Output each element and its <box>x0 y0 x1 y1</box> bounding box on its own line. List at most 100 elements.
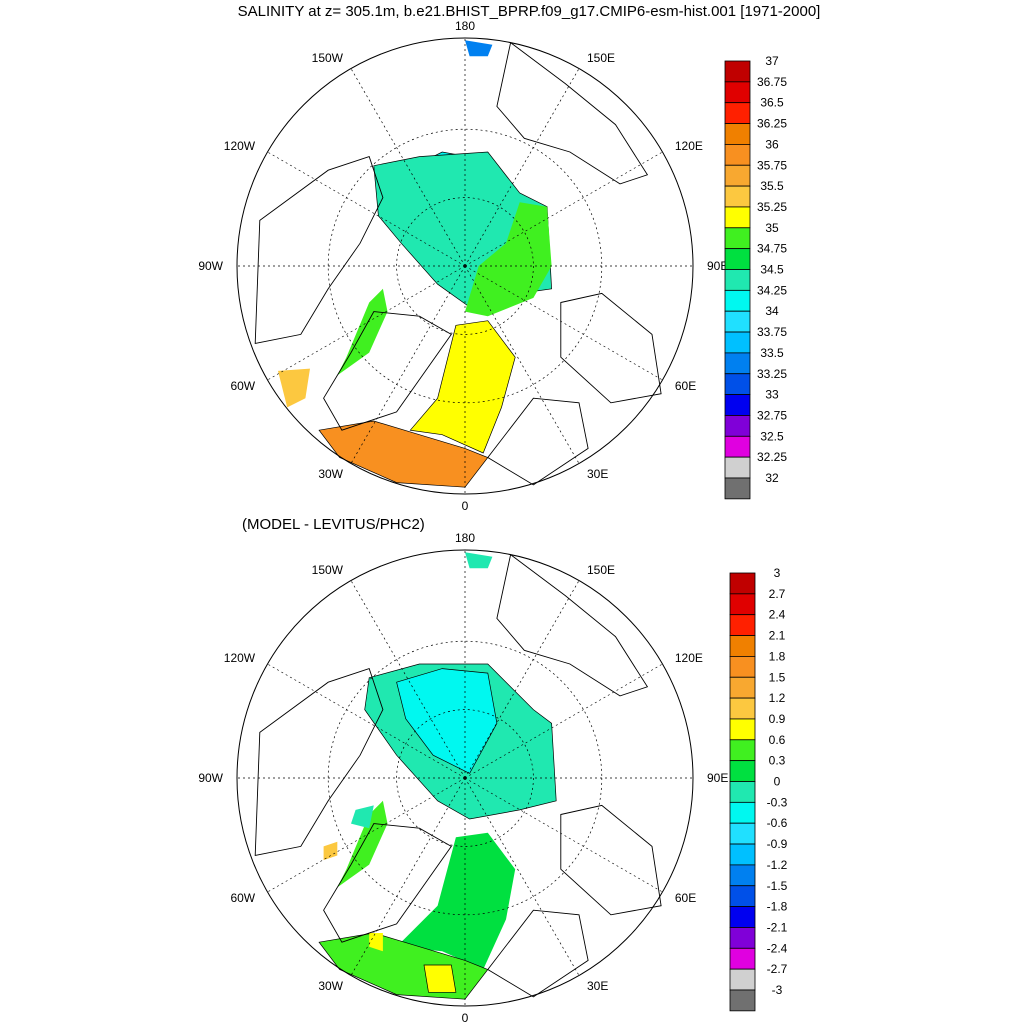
colorbar-label: 1.5 <box>769 670 786 684</box>
colorbar-box <box>724 269 751 291</box>
lon-label: 120W <box>224 139 256 153</box>
meridian-line <box>464 663 663 779</box>
region-barents-shelf <box>465 202 552 317</box>
meridian-line <box>267 265 466 381</box>
region-norwegian-sea <box>409 320 516 454</box>
lon-label: 150W <box>312 563 344 577</box>
region-labrador-patch <box>323 841 338 861</box>
colorbar-box <box>729 572 756 595</box>
colorbar-label: 32.25 <box>757 450 787 464</box>
coastline-0 <box>254 156 384 345</box>
colorbar-label: 0.3 <box>769 754 786 768</box>
colorbar-label: 34.25 <box>757 283 787 297</box>
colorbar-box <box>729 864 756 887</box>
colorbar-label: 1.8 <box>769 649 786 663</box>
colorbar-label: 2.1 <box>769 629 786 643</box>
lon-label: 120W <box>224 651 256 665</box>
figure-subtitle: (MODEL - LEVITUS/PHC2) <box>242 516 425 533</box>
colorbar-label: 35 <box>765 221 779 235</box>
colorbar-label: 35.5 <box>760 179 784 193</box>
colorbar-label: 36.75 <box>757 75 787 89</box>
colorbar-box <box>729 843 756 866</box>
colorbar-box <box>724 310 751 333</box>
coastline-4 <box>487 909 589 998</box>
parallel-circle <box>396 709 534 847</box>
colorbar-box <box>729 697 756 720</box>
colorbar-label: 3 <box>774 566 781 580</box>
colorbar-box <box>729 927 756 949</box>
colorbar-label: -2.7 <box>767 962 788 976</box>
coastline-2 <box>496 553 649 697</box>
colorbar-label: 34.75 <box>757 242 787 256</box>
colorbar-label: -2.1 <box>767 920 788 934</box>
colorbar-label: 34.5 <box>760 263 784 277</box>
region-bering-patch <box>465 40 493 57</box>
colorbar-box <box>729 593 756 616</box>
colorbar-label: 35.75 <box>757 158 787 172</box>
lon-label: 90W <box>198 259 223 273</box>
colorbar-box <box>729 968 756 991</box>
panel-model-minus-obs: 180 150E 120E 90E 60E 30E 0 30W 60W 90W 120W 150W 3 2… <box>198 531 787 1024</box>
colorbar-box <box>729 781 756 803</box>
colorbar-box <box>729 656 756 678</box>
colorbar-box <box>729 718 756 741</box>
coastline-4 <box>487 397 589 486</box>
lon-label: 0 <box>462 499 469 513</box>
colorbar-box <box>729 822 756 845</box>
colorbar-box <box>724 352 751 375</box>
colorbar-label: 33.5 <box>760 346 784 360</box>
lon-label: 60W <box>230 379 255 393</box>
meridian-line <box>464 580 580 779</box>
meridian-line <box>350 580 466 779</box>
colorbar-label: -1.5 <box>767 879 788 893</box>
region-baffin-bay <box>351 805 374 829</box>
meridian-line <box>464 777 580 976</box>
colorbar-label: 36.5 <box>760 96 784 110</box>
colorbar-box <box>724 185 751 208</box>
lon-label: 150W <box>312 51 344 65</box>
lon-label: 0 <box>462 1011 469 1024</box>
colorbar-label: 2.4 <box>769 608 786 622</box>
colorbar-box <box>724 289 751 312</box>
lon-label: 90W <box>198 771 223 785</box>
meridian-line <box>350 265 466 464</box>
colorbar-box <box>729 614 756 636</box>
colorbar-label: 32.75 <box>757 408 787 422</box>
colorbar-box <box>724 123 751 145</box>
colorbar-box <box>729 947 756 970</box>
colorbar-label: -2.4 <box>767 941 788 955</box>
lon-label: 60E <box>675 891 696 905</box>
colorbar-box <box>729 989 756 1012</box>
colorbar-box <box>729 635 756 657</box>
region-bering-patch <box>465 552 493 569</box>
colorbar-label: 32.5 <box>760 429 784 443</box>
coastline-0 <box>254 668 384 857</box>
colorbar-label: 1.2 <box>769 691 786 705</box>
colorbar-label: 36.25 <box>757 117 787 131</box>
lon-label: 90E <box>707 771 728 785</box>
colorbar-label: 33.25 <box>757 367 787 381</box>
colorbar-box <box>724 102 751 124</box>
figure-title: SALINITY at z= 305.1m, b.e21.BHIST_BPRP.… <box>238 3 821 20</box>
coastline-1 <box>323 311 452 431</box>
parallel-circle <box>396 197 534 335</box>
colorbar-label: 37 <box>765 54 779 68</box>
colorbar-label: 0 <box>774 775 781 789</box>
colorbar-box <box>724 477 751 500</box>
colorbar-box <box>724 164 751 187</box>
colorbar-box <box>729 906 756 928</box>
colorbar-box <box>729 676 756 699</box>
region-yellow-patch-east <box>423 964 457 993</box>
colorbar-box <box>724 394 751 416</box>
region-irminger-sea <box>278 368 310 408</box>
colorbar-box <box>724 373 751 396</box>
lon-label: 30E <box>587 979 608 993</box>
colorbar-label: -1.2 <box>767 858 788 872</box>
colorbar-box <box>724 331 751 354</box>
meridian-line <box>350 777 466 976</box>
lon-label: 180 <box>455 531 475 545</box>
colorbar-box <box>724 206 751 229</box>
colorbar-label: -0.3 <box>767 795 788 809</box>
meridian-line <box>464 265 580 464</box>
